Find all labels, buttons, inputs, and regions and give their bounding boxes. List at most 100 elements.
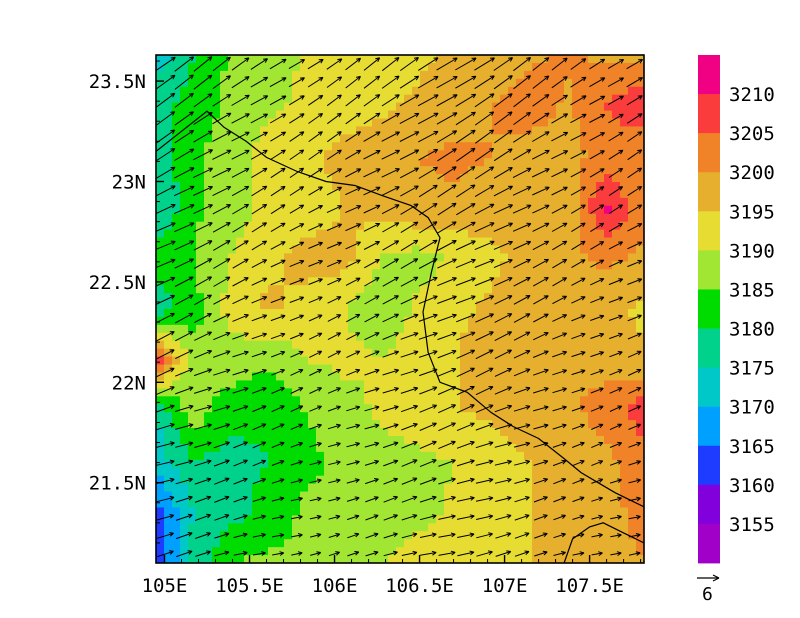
field-cell — [332, 491, 341, 501]
field-cell — [444, 134, 453, 143]
field-cell — [292, 475, 301, 485]
wind-vector — [513, 350, 531, 359]
field-cell — [492, 221, 501, 231]
field-cell — [636, 150, 644, 159]
wind-vector — [608, 278, 624, 286]
field-cell — [220, 142, 229, 151]
field-cell — [220, 467, 229, 477]
field-cell — [556, 118, 565, 128]
field-cell — [532, 126, 541, 135]
x-tick-label: 105E — [142, 575, 188, 597]
field-cell — [292, 388, 301, 397]
field-cell — [516, 515, 525, 524]
field-cell — [212, 285, 221, 294]
field-cell — [436, 126, 445, 135]
field-cell — [244, 189, 253, 199]
field-cell — [172, 166, 181, 175]
field-cell — [476, 555, 485, 563]
field-cell — [252, 499, 261, 509]
field-cell — [572, 126, 581, 135]
field-cell — [516, 150, 525, 159]
field-cell — [236, 547, 245, 556]
field-cell — [276, 412, 285, 421]
field-cell — [572, 372, 581, 382]
wind-vector — [591, 496, 604, 502]
field-cell — [388, 269, 397, 278]
field-cell — [492, 388, 501, 397]
field-cell — [212, 483, 221, 493]
colorbar-box — [698, 94, 720, 134]
wind-vector — [572, 496, 585, 503]
field-cell — [340, 229, 349, 239]
field-cell — [284, 507, 293, 516]
field-cell — [588, 166, 597, 175]
field-cell — [452, 340, 461, 350]
wind-vector — [156, 56, 176, 72]
field-cell — [460, 102, 469, 112]
field-cell — [284, 420, 293, 429]
field-cell — [444, 451, 453, 461]
field-cell — [228, 420, 237, 429]
wind-vector — [308, 278, 323, 285]
field-cell — [604, 547, 613, 556]
field-cell — [628, 158, 637, 167]
field-cell — [236, 309, 245, 318]
field-cell — [452, 412, 461, 421]
field-cell — [204, 261, 213, 270]
field-cell — [548, 174, 557, 183]
field-cell — [436, 309, 445, 318]
field-cell — [444, 182, 453, 191]
field-cell — [348, 94, 357, 104]
field-cell — [396, 237, 405, 247]
field-cell — [428, 459, 437, 469]
wind-vector — [233, 477, 248, 485]
wind-vector — [512, 222, 532, 232]
field-cell — [340, 205, 349, 215]
field-cell — [628, 142, 637, 151]
field-cell — [580, 547, 589, 556]
field-cell — [516, 245, 525, 255]
field-cell — [428, 499, 437, 509]
field-cell — [516, 324, 525, 334]
field-cell — [308, 221, 317, 231]
wind-vector — [438, 495, 456, 503]
field-cell — [564, 205, 573, 215]
field-cell — [468, 62, 477, 72]
field-cell — [156, 547, 165, 556]
wind-vector — [456, 313, 476, 323]
field-cell — [284, 174, 293, 183]
field-cell — [356, 451, 365, 461]
field-cell — [204, 340, 213, 350]
field-cell — [604, 237, 613, 247]
field-cell — [260, 316, 269, 326]
wind-vector — [437, 166, 457, 180]
field-cell — [516, 213, 525, 223]
field-cell — [572, 269, 581, 278]
field-cell — [468, 404, 477, 413]
field-cell — [452, 348, 461, 358]
wind-vector — [326, 94, 342, 107]
field-cell — [324, 332, 333, 342]
field-cell — [276, 269, 285, 278]
wind-vector — [401, 550, 418, 556]
wind-vector — [437, 258, 457, 269]
field-cell — [468, 483, 477, 493]
field-cell — [236, 301, 245, 310]
field-cell — [212, 62, 221, 72]
field-cell — [276, 547, 285, 556]
field-cell — [452, 174, 461, 183]
field-cell — [172, 436, 181, 445]
field-cell — [340, 142, 349, 151]
wind-vector — [363, 241, 380, 250]
field-cell — [364, 499, 373, 509]
field-cell — [444, 499, 453, 509]
field-cell — [500, 245, 509, 255]
field-cell — [364, 340, 373, 350]
field-cell — [172, 110, 181, 120]
field-cell — [228, 86, 237, 96]
field-cell — [524, 451, 533, 461]
wind-vector — [532, 258, 549, 269]
field-cell — [252, 293, 261, 302]
wind-vector — [551, 204, 568, 214]
wind-vector — [418, 313, 438, 322]
